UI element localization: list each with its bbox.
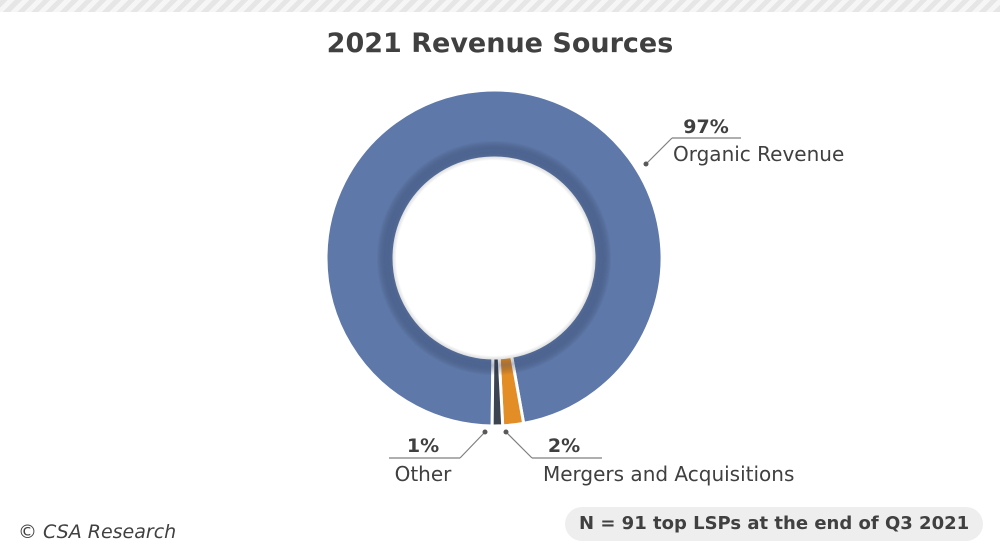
data-label-mergers-pct: 2% — [548, 435, 580, 457]
data-label-other-name: Other — [395, 462, 453, 486]
donut-slice-other — [490, 356, 505, 428]
data-label-organic-pct: 97% — [683, 116, 728, 138]
decorative-top-stripe — [0, 0, 1000, 12]
leader-line-mergers — [505, 431, 533, 459]
leader-line-organic — [645, 137, 673, 165]
leader-dot-mergers — [503, 429, 509, 435]
chart-title: 2021 Revenue Sources — [326, 28, 674, 59]
data-label-other-pct: 1% — [407, 435, 439, 457]
sample-size-note: N = 91 top LSPs at the end of Q3 2021 — [565, 507, 984, 541]
leader-dot-organic — [643, 161, 649, 167]
data-label-organic-name: Organic Revenue — [673, 142, 844, 166]
data-label-mergers-name: Mergers and Acquisitions — [543, 462, 794, 486]
leader-line-other — [459, 431, 486, 459]
leader-dot-other — [482, 429, 488, 435]
copyright-credit: © CSA Research — [18, 521, 177, 543]
